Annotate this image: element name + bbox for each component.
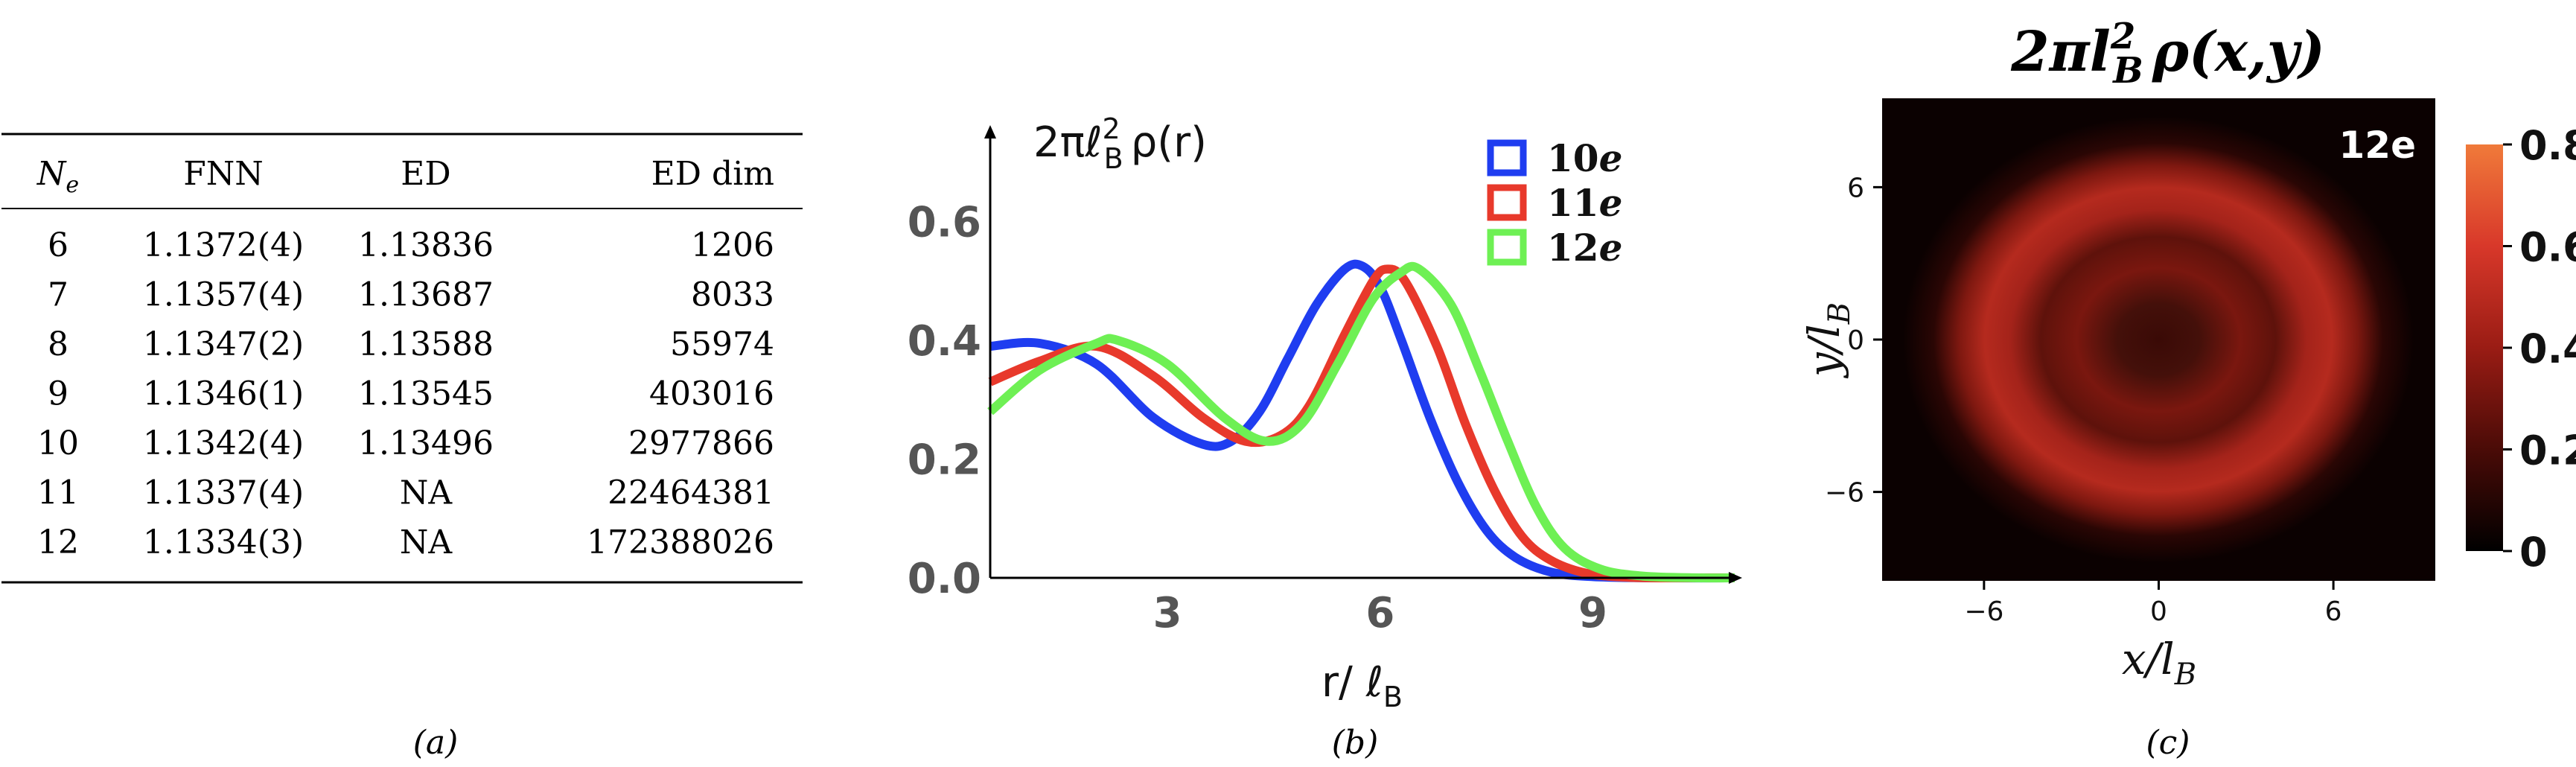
colorbar-tick-label: 0.4 bbox=[2519, 325, 2576, 372]
table-row: 10 1.1342(4) 1.13496 2977866 bbox=[37, 424, 774, 462]
table-header-cell: ED bbox=[401, 155, 450, 193]
heatmap-ticks: −6 0 6 −6 0 6 bbox=[1825, 173, 2342, 627]
colorbar-tick-label: 0.2 bbox=[2519, 427, 2576, 474]
table-cell: 8033 bbox=[691, 276, 774, 314]
legend-label: 12e bbox=[1547, 226, 1622, 270]
table-cell: 22464381 bbox=[608, 474, 774, 512]
table-cell: 55974 bbox=[670, 325, 774, 363]
table-cell: 1.1334(3) bbox=[143, 523, 304, 561]
x-tick-label: 3 bbox=[1153, 589, 1182, 637]
heatmap-y-label: y/lB bbox=[1799, 302, 1857, 379]
colorbar bbox=[2466, 144, 2503, 551]
table-cell: 1.1337(4) bbox=[143, 474, 304, 512]
table-header-cell: ED dim bbox=[651, 155, 774, 193]
x-axis-arrow-icon bbox=[1729, 572, 1742, 584]
series-line-12e bbox=[987, 261, 1735, 583]
table-cell: 9 bbox=[48, 375, 68, 413]
y-tick-label: 0.0 bbox=[908, 555, 981, 603]
table-cell: 1.13588 bbox=[358, 325, 494, 363]
y-axis-arrow-icon bbox=[984, 125, 996, 139]
line-chart-series bbox=[987, 259, 1735, 583]
table-row: 12 1.1334(3) NA 172388026 bbox=[37, 523, 774, 561]
table-row: 8 1.1347(2) 1.13588 55974 bbox=[48, 325, 774, 363]
x-tick-label: −6 bbox=[1964, 596, 2003, 627]
table-cell: 12 bbox=[37, 523, 79, 561]
colorbar-tick-label: 0.8 bbox=[2519, 122, 2576, 169]
x-tick-label: 0 bbox=[2150, 596, 2167, 627]
caption-c: (c) bbox=[2146, 724, 2190, 762]
legend-swatch bbox=[1487, 139, 1527, 176]
y-tick-label: 6 bbox=[1847, 173, 1864, 203]
series-line-10e bbox=[989, 259, 1735, 583]
data-table: Ne FNN ED ED dim 6 1.1372(4) 1.13836 1206 7 1.135… bbox=[36, 155, 774, 561]
table-row: 11 1.1337(4) NA 22464381 bbox=[37, 474, 774, 512]
table-header-cell: FNN bbox=[183, 155, 264, 193]
y-tick-label: −6 bbox=[1825, 478, 1864, 509]
series-line-11e bbox=[988, 264, 1735, 583]
colorbar-ticks: 0 0.2 0.4 0.6 0.8 bbox=[2503, 122, 2576, 576]
table-cell: 1.1346(1) bbox=[143, 375, 304, 413]
y-tick-label: 0 bbox=[1847, 325, 1864, 356]
table-cell: NA bbox=[400, 523, 453, 561]
legend-swatch bbox=[1487, 229, 1527, 266]
table-cell: 1.1347(2) bbox=[143, 325, 304, 363]
table-header-cell: Ne bbox=[36, 155, 79, 198]
caption-b: (b) bbox=[1332, 724, 1379, 762]
table-cell: NA bbox=[400, 474, 453, 512]
heatmap-annotation: 12e bbox=[2339, 124, 2417, 167]
y-tick-label: 0.6 bbox=[908, 199, 981, 247]
y-tick-label: 0.4 bbox=[908, 317, 981, 366]
table-cell: 1.13545 bbox=[358, 375, 494, 413]
table-cell: 11 bbox=[37, 474, 79, 512]
table-cell: 8 bbox=[48, 325, 68, 363]
table-cell: 2977866 bbox=[628, 424, 774, 462]
table-cell: 1206 bbox=[691, 226, 774, 264]
table-cell: 403016 bbox=[649, 375, 774, 413]
table-cell: 1.13496 bbox=[358, 424, 494, 462]
y-tick-label: 0.2 bbox=[908, 436, 981, 485]
table-row: 9 1.1346(1) 1.13545 403016 bbox=[48, 375, 774, 413]
colorbar-tick-label: 0 bbox=[2519, 529, 2548, 576]
legend-label: 10e bbox=[1547, 136, 1622, 180]
line-chart-ticks: 3 6 9 0.0 0.2 0.4 0.6 bbox=[908, 199, 1607, 637]
table-row: 7 1.1357(4) 1.13687 8033 bbox=[48, 276, 774, 314]
legend-swatch bbox=[1487, 184, 1527, 221]
table-row: 6 1.1372(4) 1.13836 1206 bbox=[48, 226, 774, 264]
table-cell: 7 bbox=[48, 276, 68, 314]
heatmap-x-label: x/lB bbox=[2122, 634, 2196, 692]
legend-label: 11e bbox=[1547, 181, 1622, 225]
x-axis-label: r/ ℓB bbox=[1322, 658, 1403, 713]
table-cell: 1.1372(4) bbox=[143, 226, 304, 264]
colorbar-tick-label: 0.6 bbox=[2519, 224, 2576, 271]
table-cell: 1.13687 bbox=[358, 276, 494, 314]
table-cell: 1.13836 bbox=[358, 226, 494, 264]
table-cell: 10 bbox=[37, 424, 79, 462]
x-tick-label: 6 bbox=[2325, 596, 2342, 627]
x-tick-label: 6 bbox=[1365, 589, 1394, 637]
table-cell: 172388026 bbox=[587, 523, 774, 561]
panel-a: Ne FNN ED ED dim 6 1.1372(4) 1.13836 1206 7 1.135… bbox=[1, 133, 803, 762]
caption-a: (a) bbox=[413, 724, 459, 762]
table-cell: 1.1342(4) bbox=[143, 424, 304, 462]
table-cell: 6 bbox=[48, 226, 68, 264]
heatmap-density-ring bbox=[1903, 116, 2414, 563]
x-tick-label: 9 bbox=[1578, 589, 1607, 637]
table-cell: 1.1357(4) bbox=[143, 276, 304, 314]
